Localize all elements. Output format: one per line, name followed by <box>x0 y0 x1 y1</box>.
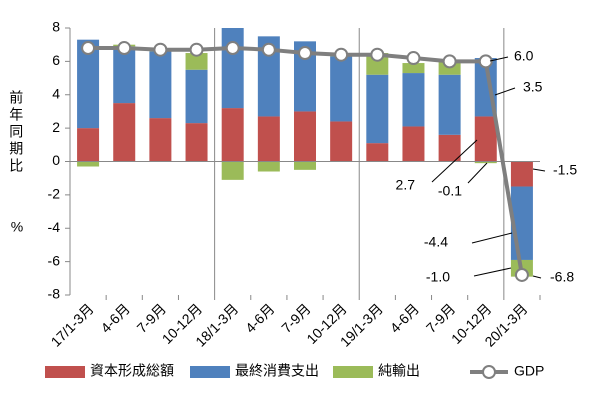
label-leader <box>467 162 488 184</box>
y-tick-label: 6 <box>52 52 60 68</box>
data-label: 3.5 <box>523 79 543 95</box>
legend-swatch <box>45 366 85 378</box>
y-axis-label: 前年同期比 <box>8 89 24 175</box>
bar <box>77 161 100 167</box>
bar <box>113 46 136 104</box>
label-leader <box>473 267 512 277</box>
x-tick-label: 17/1-3月 <box>48 300 97 349</box>
legend-label: 資本形成総額 <box>90 363 174 379</box>
bar <box>510 161 533 187</box>
bar <box>149 118 172 162</box>
bar <box>113 103 136 162</box>
bar <box>330 121 353 162</box>
bar <box>402 73 425 127</box>
y-tick-label: -4 <box>48 219 61 235</box>
y-tick-label: 0 <box>52 152 60 168</box>
bar <box>330 56 353 122</box>
data-label: 6.0 <box>514 48 534 64</box>
gdp-marker <box>370 47 385 62</box>
legend-label: GDP <box>514 363 544 379</box>
bar <box>221 28 244 109</box>
bar <box>294 161 316 170</box>
bar <box>438 74 461 135</box>
y-tick-label: 4 <box>52 85 60 101</box>
bar <box>438 134 461 162</box>
label-leader <box>471 232 513 244</box>
y-axis-unit: % <box>11 219 23 235</box>
gdp-marker <box>514 267 529 282</box>
gdp-marker <box>442 54 457 69</box>
data-label: -0.1 <box>438 183 462 199</box>
gdp-marker <box>478 54 493 69</box>
bar <box>77 128 100 162</box>
bar <box>402 63 425 74</box>
bar <box>221 161 244 180</box>
legend-marker <box>482 365 496 379</box>
legend-swatch <box>333 366 373 378</box>
gdp-marker <box>406 51 421 66</box>
bar <box>257 116 280 162</box>
legend-label: 純輸出 <box>378 363 420 379</box>
label-leader <box>431 139 478 183</box>
bar <box>366 74 389 144</box>
bar <box>402 126 425 162</box>
x-tick-label: 4-6月 <box>242 300 278 336</box>
legend-swatch <box>190 366 230 378</box>
gdp-marker <box>153 42 168 57</box>
bar <box>294 41 316 112</box>
x-tick-label: 4-6月 <box>387 300 423 336</box>
bar <box>366 143 389 162</box>
y-tick-label: -8 <box>48 286 61 302</box>
bar <box>185 69 208 124</box>
y-tick-label: -6 <box>48 252 61 268</box>
bar <box>185 123 208 162</box>
bar <box>474 116 497 162</box>
gdp-marker <box>81 41 96 56</box>
bar <box>294 111 316 162</box>
data-label: -1.5 <box>553 162 577 178</box>
y-tick-label: 2 <box>52 119 60 135</box>
gdp-marker <box>225 41 240 56</box>
bar <box>257 36 280 117</box>
data-label: -6.8 <box>550 269 574 285</box>
bar <box>474 161 497 164</box>
gdp-marker <box>261 42 276 57</box>
label-leader <box>532 275 542 279</box>
legend-label: 最終消費支出 <box>235 363 319 379</box>
data-label: -1.0 <box>426 269 450 285</box>
bar <box>185 53 208 70</box>
bar <box>77 39 100 129</box>
data-label: -4.4 <box>424 234 448 250</box>
gdp-marker <box>117 41 132 56</box>
gdp-marker <box>189 42 204 57</box>
label-leader <box>489 56 509 62</box>
gdp-marker <box>298 46 312 61</box>
data-label: 2.7 <box>396 177 416 193</box>
label-leader <box>532 168 546 172</box>
x-tick-label: 4-6月 <box>97 300 133 336</box>
y-tick-label: 8 <box>52 19 60 35</box>
bar <box>149 51 172 119</box>
y-tick-label: -2 <box>48 186 61 202</box>
bar <box>257 161 280 172</box>
bar <box>221 108 244 162</box>
gdp-marker <box>334 47 349 62</box>
label-leader <box>494 87 516 96</box>
